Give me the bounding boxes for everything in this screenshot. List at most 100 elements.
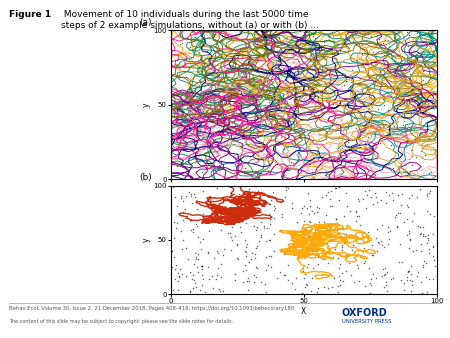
Point: [288, 104, 295, 110]
Point: [290, 97, 297, 102]
Point: [408, 153, 415, 159]
Point: [334, 283, 341, 289]
Point: [336, 197, 343, 202]
Point: [413, 273, 420, 278]
Point: [398, 277, 405, 283]
Point: [429, 276, 436, 282]
Point: [389, 166, 396, 171]
Point: [251, 272, 258, 277]
Point: [172, 194, 179, 200]
Point: [241, 237, 248, 243]
Point: [395, 192, 402, 198]
Point: [248, 256, 255, 261]
Point: [267, 216, 274, 221]
Point: [397, 158, 405, 163]
Point: [261, 104, 268, 110]
Point: [183, 193, 190, 198]
Point: [358, 52, 365, 57]
Point: [239, 118, 247, 123]
Point: [196, 69, 203, 74]
Point: [276, 227, 283, 233]
Point: [427, 212, 434, 217]
Point: [258, 219, 265, 224]
Point: [367, 194, 374, 199]
Point: [327, 30, 334, 36]
Point: [255, 133, 262, 138]
Point: [386, 44, 393, 50]
Point: [365, 187, 373, 192]
Point: [169, 287, 176, 293]
Point: [300, 86, 307, 91]
Point: [310, 119, 318, 124]
Point: [260, 225, 267, 231]
Point: [406, 237, 414, 242]
Point: [253, 191, 261, 197]
Point: [310, 266, 317, 271]
Point: [293, 228, 301, 234]
Point: [194, 251, 201, 257]
Point: [400, 219, 408, 224]
Point: [382, 283, 389, 288]
Point: [198, 283, 206, 288]
Point: [199, 169, 206, 174]
Point: [320, 40, 327, 45]
Point: [199, 276, 207, 282]
Point: [356, 141, 363, 146]
Point: [216, 162, 223, 167]
Point: [289, 60, 297, 65]
Point: [313, 289, 320, 294]
Point: [399, 192, 406, 197]
Point: [277, 199, 284, 204]
Point: [424, 208, 431, 214]
Point: [306, 47, 314, 52]
Point: [169, 248, 176, 254]
Point: [261, 92, 269, 97]
Point: [192, 53, 199, 58]
Point: [216, 208, 224, 213]
Point: [387, 228, 394, 234]
Point: [236, 191, 243, 196]
Point: [252, 246, 260, 251]
Point: [177, 193, 184, 198]
Point: [339, 247, 346, 252]
Point: [289, 160, 297, 166]
Point: [306, 161, 313, 167]
Point: [304, 65, 311, 70]
Point: [192, 195, 199, 200]
Point: [217, 159, 225, 165]
Point: [417, 72, 424, 78]
Point: [293, 275, 300, 280]
Point: [330, 227, 337, 233]
Point: [306, 219, 313, 224]
Point: [171, 266, 179, 272]
Point: [245, 260, 252, 265]
Point: [171, 235, 178, 241]
Point: [367, 290, 374, 295]
Point: [382, 189, 389, 195]
Point: [204, 250, 212, 256]
Point: [429, 243, 436, 248]
Point: [336, 226, 343, 231]
Point: [203, 48, 210, 54]
Point: [315, 206, 323, 211]
Point: [228, 235, 235, 240]
Point: [174, 220, 181, 225]
Point: [222, 44, 229, 49]
Point: [225, 230, 232, 236]
Point: [269, 103, 276, 108]
Point: [171, 220, 178, 225]
Point: [211, 67, 218, 73]
Point: [197, 239, 204, 244]
Point: [287, 160, 294, 165]
Point: [227, 247, 234, 252]
Point: [342, 43, 350, 49]
Point: [170, 162, 177, 167]
Point: [322, 249, 329, 255]
Point: [281, 194, 288, 200]
Point: [324, 261, 332, 266]
Point: [425, 190, 432, 195]
Point: [357, 291, 364, 296]
Point: [408, 272, 415, 277]
Point: [380, 244, 387, 249]
Point: [332, 216, 339, 222]
